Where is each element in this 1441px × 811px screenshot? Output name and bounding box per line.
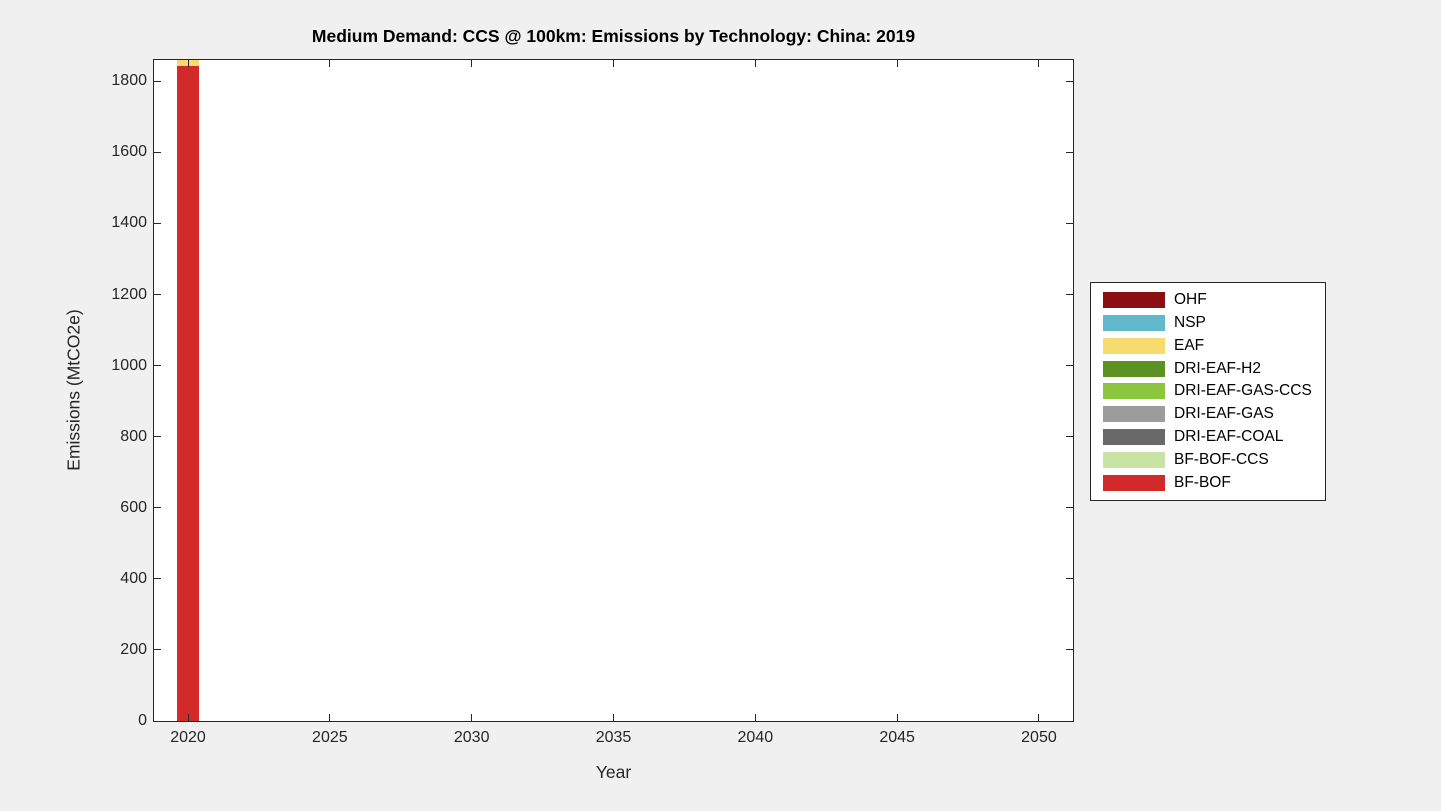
x-tick-mark: [613, 714, 614, 721]
legend-item-ohf: OHF: [1091, 291, 1325, 309]
legend: OHF NSP EAF DRI-EAF-H2 DRI-EAF-GAS-CCS DRI-EA…: [1090, 282, 1326, 501]
y-tick-label: 1600: [111, 143, 147, 161]
x-tick-mark: [187, 60, 189, 67]
legend-label-bf-bof: BF-BOF: [1174, 474, 1231, 492]
legend-label-dri-eaf-h2: DRI-EAF-H2: [1174, 359, 1261, 377]
legend-label-ohf: OHF: [1174, 290, 1207, 308]
x-tick-label: 2050: [1021, 729, 1057, 746]
legend-swatch-dri-eaf-h2: [1103, 360, 1165, 377]
y-tick-mark: [1066, 720, 1073, 722]
y-tick-label: 1400: [111, 214, 147, 232]
legend-label-dri-eaf-gas-ccs: DRI-EAF-GAS-CCS: [1174, 382, 1312, 400]
x-tick-label: 2025: [312, 729, 348, 746]
legend-item-dri-eaf-gas-ccs: DRI-EAF-GAS-CCS: [1091, 382, 1325, 400]
y-tick-mark: [154, 365, 161, 367]
y-tick-mark: [154, 222, 161, 224]
y-tick-mark: [154, 578, 161, 580]
bar-segment-bf-bof: [177, 65, 199, 721]
y-tick-label: 800: [120, 427, 147, 445]
x-tick-mark: [754, 60, 756, 67]
x-tick-mark: [471, 714, 473, 721]
x-tick-label: 2020: [170, 729, 206, 746]
y-tick-mark: [1066, 222, 1073, 224]
y-tick-label: 1000: [111, 356, 147, 374]
y-tick-mark: [1066, 649, 1073, 651]
x-tick-mark: [187, 714, 189, 721]
x-tick-mark: [1038, 60, 1040, 67]
legend-item-bf-bof: BF-BOF: [1091, 474, 1325, 492]
legend-swatch-bf-bof: [1103, 475, 1165, 492]
x-axis-title: Year: [595, 762, 632, 782]
y-tick-mark: [154, 436, 161, 438]
legend-swatch-nsp: [1103, 314, 1165, 331]
plot-area: [153, 59, 1074, 722]
x-tick-mark: [329, 714, 331, 721]
legend-label-nsp: NSP: [1174, 313, 1206, 331]
legend-item-dri-eaf-h2: DRI-EAF-H2: [1091, 360, 1325, 378]
legend-item-bf-bof-ccs: BF-BOF-CCS: [1091, 451, 1325, 469]
legend-label-bf-bof-ccs: BF-BOF-CCS: [1174, 451, 1269, 469]
y-tick-mark: [154, 151, 161, 153]
legend-swatch-bf-bof-ccs: [1103, 452, 1165, 469]
x-tick-label: 2035: [595, 729, 632, 746]
y-tick-mark: [1066, 507, 1073, 509]
y-tick-mark: [154, 649, 161, 651]
legend-item-dri-eaf-gas: DRI-EAF-GAS: [1091, 405, 1325, 423]
x-tick-mark: [896, 60, 898, 67]
y-tick-label: 1200: [111, 285, 147, 303]
x-tick-label: 2030: [453, 729, 490, 746]
y-tick-mark: [1066, 578, 1073, 580]
x-tick-mark: [613, 60, 614, 67]
y-axis-title: Emissions (MtCO2e): [63, 309, 84, 471]
legend-item-dri-eaf-coal: DRI-EAF-COAL: [1091, 428, 1325, 446]
legend-label-dri-eaf-coal: DRI-EAF-COAL: [1174, 428, 1284, 446]
legend-swatch-ohf: [1103, 291, 1165, 308]
y-tick-mark: [1066, 436, 1073, 438]
x-tick-mark: [471, 60, 473, 67]
y-tick-mark: [154, 507, 161, 509]
y-tick-label: 400: [120, 569, 147, 587]
legend-item-nsp: NSP: [1091, 314, 1325, 332]
legend-swatch-dri-eaf-gas: [1103, 406, 1165, 423]
legend-swatch-eaf: [1103, 337, 1165, 354]
x-tick-mark: [329, 60, 331, 67]
legend-swatch-dri-eaf-gas-ccs: [1103, 383, 1165, 400]
x-tick-mark: [1038, 714, 1040, 721]
x-tick-mark: [896, 714, 898, 721]
y-tick-mark: [1066, 365, 1073, 367]
y-tick-label: 0: [138, 712, 147, 729]
legend-label-dri-eaf-gas: DRI-EAF-GAS: [1174, 405, 1274, 423]
x-tick-label: 2040: [737, 729, 774, 746]
y-tick-mark: [154, 294, 161, 296]
y-tick-label: 600: [120, 498, 147, 516]
y-tick-mark: [1066, 294, 1073, 296]
x-tick-label: 2045: [879, 729, 915, 746]
x-tick-mark: [754, 714, 756, 721]
y-tick-mark: [154, 80, 161, 82]
y-tick-mark: [154, 720, 161, 722]
legend-item-eaf: EAF: [1091, 337, 1325, 355]
y-tick-label: 1800: [111, 72, 147, 90]
legend-label-eaf: EAF: [1174, 336, 1205, 354]
y-tick-label: 200: [120, 640, 147, 658]
y-tick-mark: [1066, 151, 1073, 153]
y-tick-mark: [1066, 80, 1073, 82]
chart-title: Medium Demand: CCS @ 100km: Emissions by…: [311, 26, 916, 46]
legend-swatch-dri-eaf-coal: [1103, 429, 1165, 446]
